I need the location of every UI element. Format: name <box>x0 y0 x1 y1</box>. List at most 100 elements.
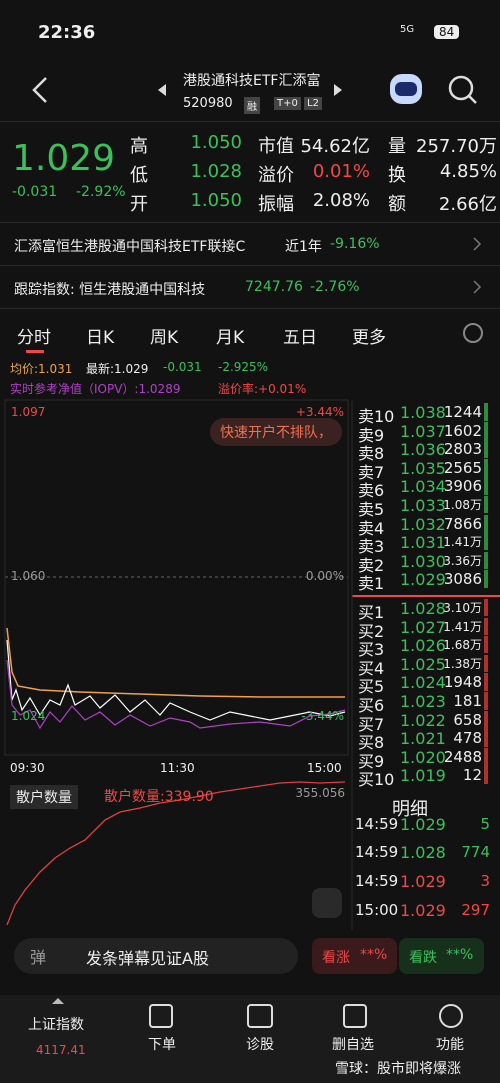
bull-pct: **% <box>360 947 388 963</box>
order-volume: 478 <box>453 729 488 748</box>
stat-value: 1.050 <box>190 190 242 211</box>
stat-value: 54.62亿 <box>300 136 370 157</box>
watermark: 雪球：股市即将爆涨 <box>335 1061 461 1077</box>
order-label: 买6 <box>358 696 385 715</box>
battery: 84 <box>434 25 460 39</box>
stat-value: 1.028 <box>190 161 242 182</box>
stat-label: 市值 <box>258 136 294 157</box>
order-price: 1.029 <box>400 570 446 590</box>
order-volume: 1.38万 <box>443 654 488 672</box>
nav-label[interactable]: 删自选 <box>332 1037 374 1053</box>
change-pct: -2.92% <box>76 184 126 200</box>
index-value: 7247.76 <box>245 279 303 295</box>
divider <box>0 308 500 309</box>
order-label: 买9 <box>358 751 385 771</box>
danmu-input: 发条弹幕见证A股 <box>86 949 209 968</box>
axis-label: 1.024 <box>11 709 46 723</box>
bear-label: 看跌 <box>409 950 437 966</box>
stat-label: 振幅 <box>258 194 294 215</box>
order-label: 买8 <box>358 733 385 753</box>
order-price: 1.025 <box>400 654 446 674</box>
order-price: 1.038 <box>400 403 446 422</box>
stat-value: 257.70万 <box>416 136 497 157</box>
trade-price: 1.029 <box>400 872 446 891</box>
order-volume: 1244 <box>444 403 488 421</box>
period: 近1年 <box>285 239 322 255</box>
stat-label: 量 <box>388 136 406 157</box>
sub-value: 散户数量:339.90 <box>104 789 214 805</box>
legend-premium: 溢价率:+0.01% <box>218 382 307 396</box>
index-label: 跟踪指数: 恒生港股通中国科技 <box>14 282 206 298</box>
tag: L2 <box>304 97 322 110</box>
tag: 融 <box>244 97 260 114</box>
axis-label: +3.44% <box>295 405 344 419</box>
order-volume: 12 <box>463 766 488 785</box>
stat-value: 1.050 <box>190 132 242 153</box>
nav-label[interactable]: 诊股 <box>246 1037 274 1053</box>
tab: 五日 <box>283 328 317 348</box>
order-volume: 7866 <box>444 514 488 533</box>
stat-label: 溢价 <box>258 165 294 186</box>
trade-volume: 774 <box>461 843 490 861</box>
nav-label[interactable]: 上证指数 <box>28 1017 84 1033</box>
order-label: 卖2 <box>358 555 385 575</box>
stat-value: 2.08% <box>312 190 370 211</box>
order-volume: 1.68万 <box>443 636 488 654</box>
trade-time: 14:59 <box>355 815 399 833</box>
order-label: 买1 <box>358 603 385 622</box>
order-volume: 1.41万 <box>443 617 488 635</box>
order-label: 买5 <box>358 677 385 697</box>
nav-label[interactable]: 功能 <box>436 1037 464 1053</box>
price: 1.029 <box>12 138 116 179</box>
time-label: 09:30 <box>10 761 45 775</box>
order-price: 1.034 <box>400 477 446 497</box>
tag: T+0 <box>274 97 301 110</box>
order-price: 1.027 <box>400 617 446 637</box>
stat-label: 低 <box>130 165 148 186</box>
order-price: 1.023 <box>400 692 446 711</box>
promo: 快速开户不排队， <box>210 418 342 446</box>
order-price: 1.030 <box>400 551 446 571</box>
code: 520980 <box>183 96 233 111</box>
axis-label: 0.00% <box>305 569 344 583</box>
order-label: 卖1 <box>358 574 385 594</box>
trade-volume: 297 <box>461 901 490 919</box>
order-volume: 1602 <box>444 421 488 440</box>
order-volume: 2565 <box>444 458 488 477</box>
order-label: 买10 <box>358 770 395 790</box>
axis-label: 1.097 <box>11 405 46 419</box>
bull-label: 看涨 <box>322 950 350 966</box>
order-label: 卖4 <box>358 518 385 538</box>
title: 港股通科技ETF汇添富 <box>183 73 321 89</box>
order-price: 1.020 <box>400 747 446 767</box>
trade-price: 1.028 <box>400 843 446 862</box>
order-volume: 3.36万 <box>443 551 488 569</box>
axis-label: -3.44% <box>301 709 344 723</box>
trade-time: 14:59 <box>355 843 399 861</box>
nav-label[interactable]: 下单 <box>148 1037 176 1053</box>
order-volume: 3086 <box>444 570 488 589</box>
tab: 周K <box>150 328 179 348</box>
order-price: 1.024 <box>400 673 446 693</box>
stat-value: 4.85% <box>439 161 497 182</box>
order-price: 1.036 <box>400 440 446 460</box>
trade-time: 14:59 <box>355 872 399 890</box>
order-price: 1.022 <box>400 710 446 730</box>
stat-value: 2.66亿 <box>438 194 497 215</box>
order-label: 买3 <box>358 640 385 660</box>
legend-latest: 最新:1.029 <box>86 362 149 376</box>
order-volume: 3.10万 <box>443 599 488 616</box>
order-label: 卖5 <box>358 500 385 519</box>
status-network: 5G <box>400 24 415 35</box>
stat-value: 0.01% <box>312 161 370 182</box>
order-volume: 1.08万 <box>443 496 488 513</box>
divider <box>0 265 500 266</box>
order-volume: 1.41万 <box>443 533 488 551</box>
order-volume: 2488 <box>444 747 488 766</box>
order-price: 1.019 <box>400 766 446 786</box>
fund-return: -9.16% <box>330 236 380 252</box>
order-label: 卖6 <box>358 481 385 501</box>
order-volume: 181 <box>453 692 488 710</box>
status-time: 22:36 <box>38 22 96 43</box>
